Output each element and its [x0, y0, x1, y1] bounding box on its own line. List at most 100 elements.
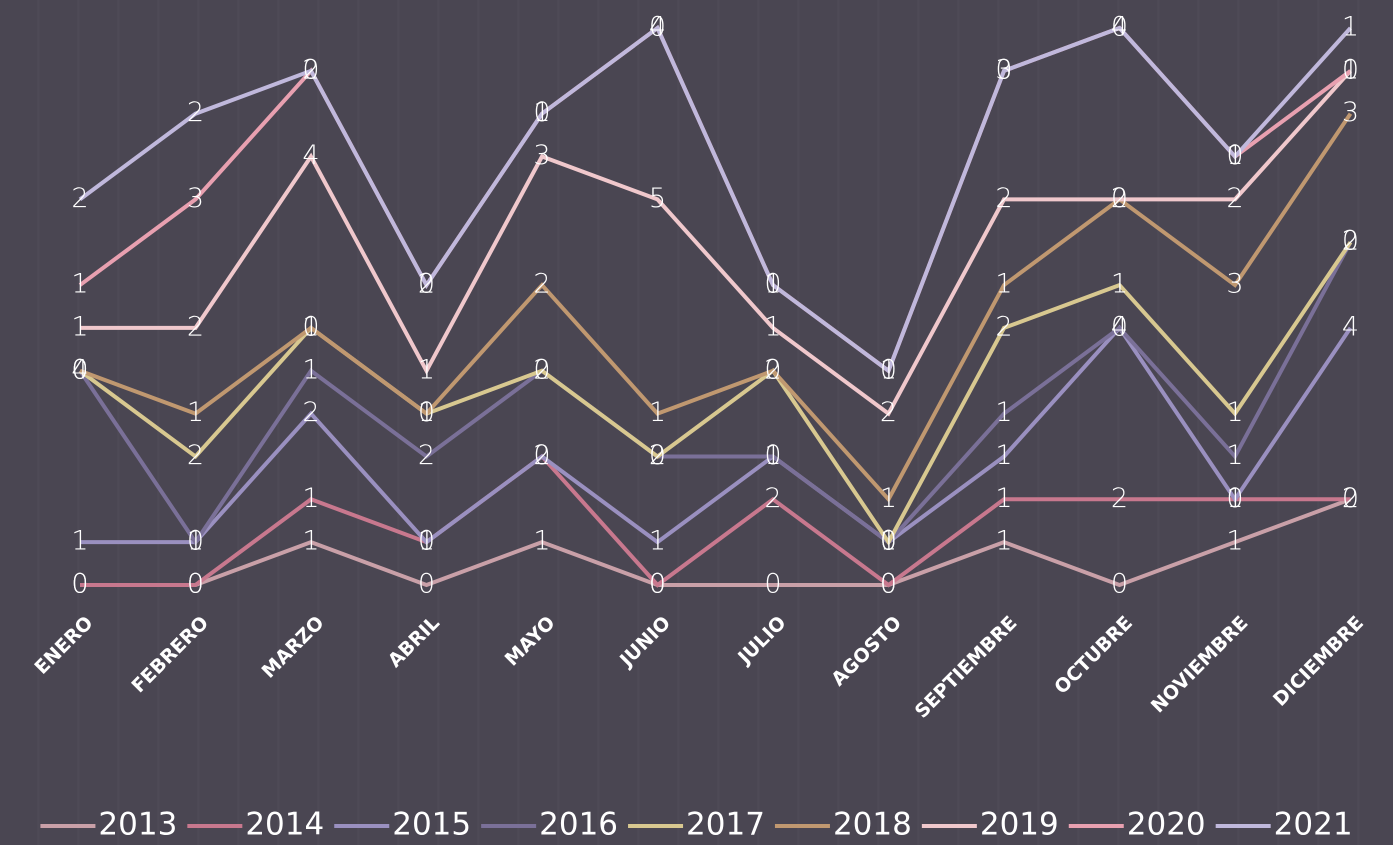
data-label: 0 — [1226, 483, 1243, 514]
data-label: 1 — [302, 526, 319, 557]
data-label: 1 — [533, 526, 550, 557]
line-series — [79, 112, 1353, 503]
data-label: 0 — [1342, 54, 1359, 85]
line-series — [78, 241, 1353, 547]
data-label: 0 — [1342, 483, 1359, 514]
legend-label: 2017 — [686, 807, 765, 843]
data-label: 3 — [995, 54, 1012, 85]
data-label: 0 — [1111, 311, 1128, 342]
data-label: 1 — [71, 269, 88, 300]
data-label: 0 — [187, 526, 204, 557]
data-label: 0 — [880, 526, 897, 557]
x-tick-label: JULIO — [733, 612, 791, 670]
data-label: 2 — [1226, 183, 1243, 214]
data-label: 1 — [995, 440, 1012, 471]
data-label: 2 — [764, 483, 781, 514]
data-label: 0 — [880, 526, 897, 557]
x-tick-label: FEBRERO — [127, 612, 212, 697]
data-label: 1 — [71, 526, 88, 557]
data-label: 0 — [880, 354, 897, 385]
data-label: 2 — [995, 311, 1012, 342]
x-tick-label: ENERO — [30, 612, 97, 679]
x-tick-label: JUNIO — [614, 612, 675, 673]
data-label: 2 — [764, 354, 781, 385]
data-label: 0 — [649, 12, 666, 43]
data-label: 0 — [187, 569, 204, 600]
data-label: 0 — [302, 54, 319, 85]
data-label: 2 — [302, 54, 319, 85]
data-label: 0 — [533, 354, 550, 385]
data-label: 0 — [764, 269, 781, 300]
legend-label: 2013 — [98, 807, 177, 843]
data-label: 0 — [71, 569, 88, 600]
line-series — [80, 453, 1351, 588]
data-label: 2 — [71, 183, 88, 214]
line-series — [80, 324, 1353, 545]
legend-label: 2021 — [1274, 807, 1353, 843]
legend-label: 2016 — [539, 807, 618, 843]
data-label: 0 — [1111, 569, 1128, 600]
data-label: 1 — [649, 397, 666, 428]
x-tick-label: MARZO — [258, 612, 329, 683]
data-label: 1 — [1226, 440, 1243, 471]
data-label: 0 — [764, 440, 781, 471]
x-tick-label: AGOSTO — [827, 612, 906, 691]
data-label: 1 — [764, 269, 781, 300]
legend: 2013 2014 2015 2016 2017 2018 2019 2020 2021 — [40, 807, 1353, 843]
x-tick-label: DICIEMBRE — [1269, 612, 1368, 711]
data-label: 1 — [880, 483, 897, 514]
data-label: 0 — [649, 440, 666, 471]
data-label: 1 — [1226, 140, 1243, 171]
data-label: 1 — [995, 397, 1012, 428]
data-label: 2 — [533, 269, 550, 300]
x-tick-label: ABRIL — [384, 612, 444, 672]
data-label: 4 — [71, 354, 88, 385]
data-label: 2 — [418, 440, 435, 471]
data-label: 2 — [995, 183, 1012, 214]
data-label: 1 — [1111, 269, 1128, 300]
data-label: 1 — [71, 311, 88, 342]
data-label: 1 — [1226, 526, 1243, 557]
data-label: 0 — [995, 54, 1012, 85]
legend-label: 2018 — [833, 807, 912, 843]
data-label: 1 — [649, 526, 666, 557]
line-series — [78, 24, 1352, 374]
x-tick-label: MAYO — [501, 612, 560, 671]
data-label: 1 — [1226, 397, 1243, 428]
data-label: 0 — [764, 569, 781, 600]
data-label: 0 — [1111, 183, 1128, 214]
data-label: 1 — [764, 440, 781, 471]
data-label: 2 — [649, 440, 666, 471]
data-label: 4 — [302, 140, 319, 171]
x-tick-label: SEPTIEMBRE — [911, 612, 1022, 723]
data-label: 0 — [187, 569, 204, 600]
data-label: 0 — [649, 569, 666, 600]
data-label: 0 — [880, 569, 897, 600]
data-label: 1 — [302, 354, 319, 385]
data-label: 0 — [71, 569, 88, 600]
data-label: 1 — [1342, 12, 1359, 43]
data-label: 2 — [418, 269, 435, 300]
data-label: 1 — [302, 311, 319, 342]
legend-label: 2019 — [980, 807, 1059, 843]
data-label: 0 — [764, 354, 781, 385]
data-label: 0 — [880, 569, 897, 600]
data-label: 4 — [649, 12, 666, 43]
data-label: 2 — [1111, 183, 1128, 214]
data-label: 1 — [418, 354, 435, 385]
data-label: 2 — [187, 97, 204, 128]
data-label: 4 — [1111, 311, 1128, 342]
data-label: 1 — [880, 526, 897, 557]
data-label: 1 — [187, 397, 204, 428]
line-series — [80, 497, 1352, 588]
data-label: 0 — [418, 397, 435, 428]
data-label: 0 — [1226, 140, 1243, 171]
data-label: 1 — [1342, 54, 1359, 85]
data-label: 0 — [418, 569, 435, 600]
line-series — [80, 69, 1352, 417]
data-label: 1 — [187, 526, 204, 557]
data-label: 2 — [880, 397, 897, 428]
x-tick-label: NOVIEMBRE — [1147, 612, 1253, 718]
data-label: 0 — [1342, 226, 1359, 257]
data-label: 3 — [187, 183, 204, 214]
